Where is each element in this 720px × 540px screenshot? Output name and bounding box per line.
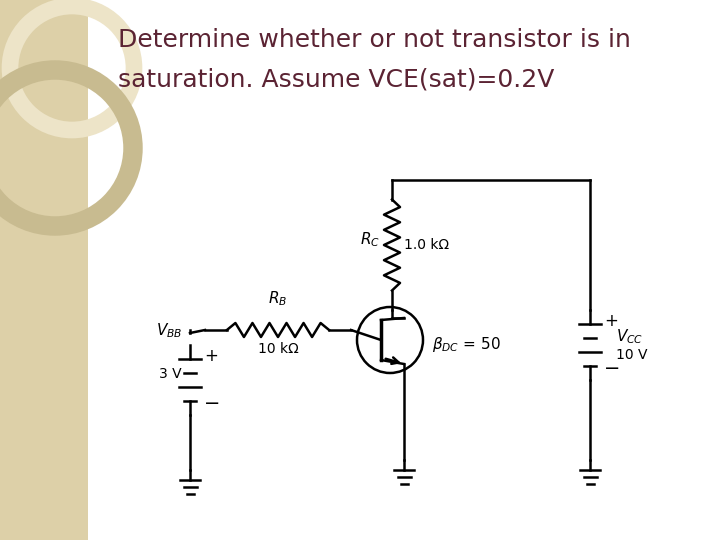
Text: 3 V: 3 V [159,367,182,381]
Bar [0,0,88,540]
Text: $R_B$: $R_B$ [269,289,287,308]
Text: −: − [204,394,220,413]
Text: $V_{BB}$: $V_{BB}$ [156,321,182,340]
Text: −: − [604,359,621,378]
Text: 10 kΩ: 10 kΩ [258,342,298,356]
Text: +: + [604,312,618,330]
Text: 10 V: 10 V [616,348,647,362]
Text: +: + [204,347,218,365]
Text: Determine whether or not transistor is in: Determine whether or not transistor is i… [118,28,631,52]
Text: 1.0 kΩ: 1.0 kΩ [404,238,449,252]
Text: saturation. Assume VCE(sat)=0.2V: saturation. Assume VCE(sat)=0.2V [118,68,554,92]
Text: $V_{CC}$: $V_{CC}$ [616,328,643,346]
Text: $\beta_{DC}$ = 50: $\beta_{DC}$ = 50 [432,335,500,354]
Text: $R_C$: $R_C$ [360,231,380,249]
